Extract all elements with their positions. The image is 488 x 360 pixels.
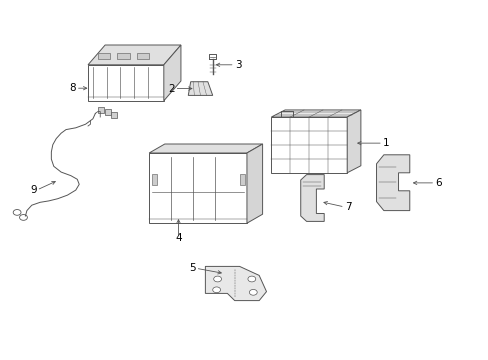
- Bar: [117, 54, 129, 59]
- Circle shape: [247, 276, 255, 282]
- Circle shape: [212, 287, 220, 293]
- Circle shape: [249, 289, 257, 295]
- Text: 7: 7: [344, 202, 351, 212]
- Polygon shape: [271, 117, 346, 173]
- Bar: [137, 54, 149, 59]
- Text: 5: 5: [188, 263, 195, 273]
- Polygon shape: [149, 144, 262, 153]
- Polygon shape: [376, 155, 409, 211]
- Bar: [105, 109, 111, 115]
- Polygon shape: [188, 82, 212, 95]
- Polygon shape: [300, 175, 324, 221]
- Text: 6: 6: [434, 178, 441, 188]
- Polygon shape: [88, 65, 163, 101]
- Polygon shape: [163, 45, 181, 101]
- Polygon shape: [149, 153, 246, 223]
- Polygon shape: [346, 110, 360, 173]
- Text: 1: 1: [382, 138, 389, 148]
- Text: 9: 9: [30, 185, 37, 195]
- Circle shape: [213, 276, 221, 282]
- Polygon shape: [271, 110, 360, 117]
- Circle shape: [20, 215, 27, 220]
- Bar: [111, 112, 117, 118]
- Text: 8: 8: [69, 83, 76, 93]
- Text: 2: 2: [167, 84, 174, 94]
- Polygon shape: [88, 45, 181, 65]
- Text: 3: 3: [234, 60, 241, 70]
- Text: 4: 4: [175, 233, 182, 243]
- Bar: [151, 174, 157, 185]
- Bar: [239, 174, 245, 185]
- Polygon shape: [246, 144, 262, 223]
- Polygon shape: [205, 266, 266, 301]
- Circle shape: [13, 210, 21, 215]
- Bar: [98, 107, 103, 113]
- Bar: [98, 54, 110, 59]
